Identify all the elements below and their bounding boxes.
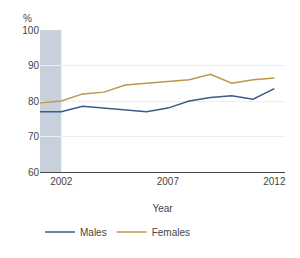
svg-text:2002: 2002 <box>50 176 73 187</box>
svg-text:90: 90 <box>28 60 40 71</box>
svg-text:%: % <box>23 13 32 24</box>
svg-text:60: 60 <box>28 167 40 178</box>
svg-text:70: 70 <box>28 131 40 142</box>
svg-text:2012: 2012 <box>263 176 286 187</box>
svg-text:80: 80 <box>28 96 40 107</box>
svg-text:Females: Females <box>152 227 190 238</box>
svg-text:100: 100 <box>22 25 39 36</box>
svg-text:Males: Males <box>80 227 107 238</box>
svg-text:Year: Year <box>152 203 173 214</box>
svg-text:2007: 2007 <box>157 176 180 187</box>
